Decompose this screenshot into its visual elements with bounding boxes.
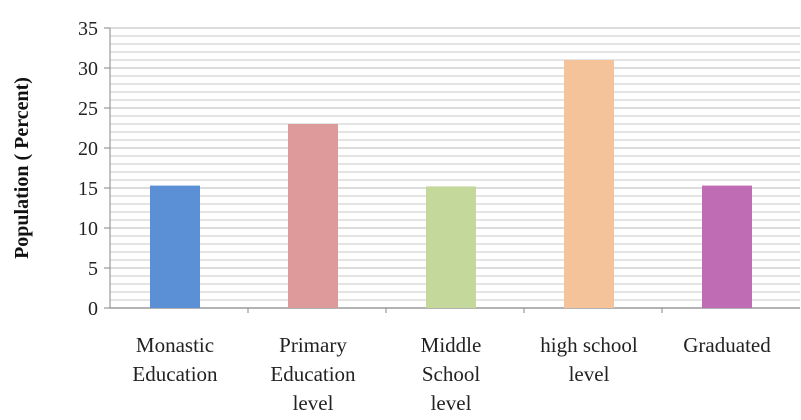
x-category-label: high school level [540,333,638,386]
bar [288,124,338,308]
bars [150,60,752,308]
x-category-label-line: level [293,391,334,415]
y-tick-label: 10 [78,218,98,240]
x-category-label-line: Education [132,362,218,386]
x-category-label: Primary Education level [270,333,356,415]
y-tick-label: 0 [88,298,98,320]
x-category-label-line: Middle [421,333,482,357]
y-tick-label: 30 [78,58,98,80]
x-category-label: Monastic Education [132,333,218,386]
y-axis-title: Population ( Percent) [11,77,33,259]
x-category-label-line: level [569,362,610,386]
y-tick-labels: 0 5 10 15 20 25 30 35 [78,18,98,320]
bar [564,60,614,308]
x-category-label-line: level [431,391,472,415]
x-category-label-line: Monastic [136,333,214,357]
x-category-label-line: Graduated [683,333,771,357]
x-category-label-line: Primary [279,333,347,357]
x-category-label-line: high school [540,333,638,357]
x-category-label: Graduated [683,333,771,357]
x-category-label-line: School [422,362,481,386]
bar [426,186,476,308]
y-tick-label: 25 [78,98,98,120]
y-tick-label: 5 [88,258,98,280]
bar [150,185,200,308]
y-tick-label: 15 [78,178,98,200]
x-category-label: Middle School level [421,333,482,415]
y-tick-label: 35 [78,18,98,40]
y-tick-label: 20 [78,138,98,160]
x-category-label-line: Education [270,362,356,386]
bar [702,185,752,308]
